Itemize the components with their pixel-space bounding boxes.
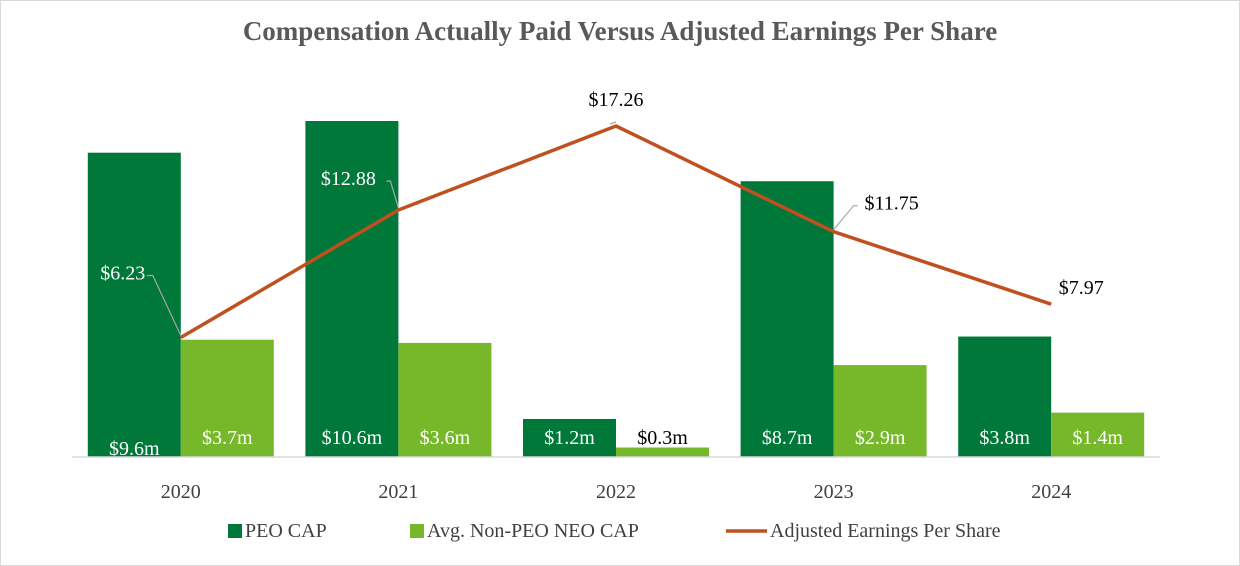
eps-leader-2020 xyxy=(146,274,182,336)
data-label-eps-2023: $11.75 xyxy=(864,193,918,215)
eps-leader-2022 xyxy=(609,121,617,125)
data-label-neo-2020: $3.7m xyxy=(202,427,253,449)
bar-peo-2024 xyxy=(958,336,1052,457)
bar-peo-2021 xyxy=(305,121,399,457)
x-tick-label-2022: 2022 xyxy=(596,481,636,503)
x-tick-label-2023: 2023 xyxy=(814,481,854,503)
data-label-neo-2024: $1.4m xyxy=(1072,427,1123,449)
eps-leader-2023 xyxy=(833,205,858,231)
x-tick-label-2021: 2021 xyxy=(378,481,418,503)
data-label-neo-2021: $3.6m xyxy=(420,427,471,449)
eps-leader-2021 xyxy=(386,180,399,209)
data-label-peo-2023: $8.7m xyxy=(762,427,813,449)
legend-label-eps: Adjusted Earnings Per Share xyxy=(770,520,1001,542)
bar-neo-2020 xyxy=(180,339,274,457)
bar-peo-2020 xyxy=(87,152,181,457)
legend-swatch-neo xyxy=(410,524,424,538)
bar-neo-2024 xyxy=(1051,412,1145,457)
data-label-neo-2023: $2.9m xyxy=(855,427,906,449)
bar-neo-2021 xyxy=(398,342,492,457)
bar-peo-2022 xyxy=(523,418,616,457)
data-label-peo-2024: $3.8m xyxy=(979,427,1030,449)
legend-label-peo: PEO CAP xyxy=(245,520,327,542)
x-tick-label-2020: 2020 xyxy=(161,481,201,503)
chart-title: Compensation Actually Paid Versus Adjust… xyxy=(242,16,998,46)
data-label-eps-2020: $6.23 xyxy=(100,263,145,285)
bar-neo-2022 xyxy=(616,447,709,457)
legend-swatch-peo xyxy=(228,524,242,538)
data-label-eps-2024: $7.97 xyxy=(1059,277,1104,299)
eps-line xyxy=(179,124,1052,340)
data-label-eps-2022: $17.26 xyxy=(589,89,644,111)
data-label-peo-2022: $1.2m xyxy=(544,427,595,449)
data-label-neo-2022: $0.3m xyxy=(637,427,688,449)
bar-peo-2023 xyxy=(740,181,834,457)
legend-label-neo: Avg. Non-PEO NEO CAP xyxy=(427,520,639,542)
data-label-peo-2021: $10.6m xyxy=(322,427,383,449)
data-label-peo-2020: $9.6m xyxy=(109,438,160,460)
data-label-eps-2021: $12.88 xyxy=(321,168,376,190)
bar-neo-2023 xyxy=(833,365,927,457)
x-tick-label-2024: 2024 xyxy=(1031,481,1071,503)
